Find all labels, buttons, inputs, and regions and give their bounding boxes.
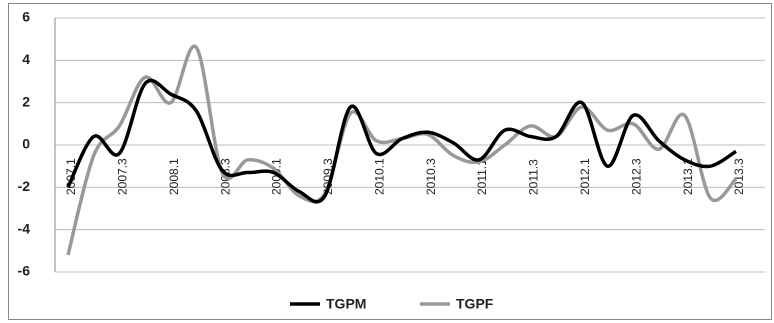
- x-tick-label: 2012.3: [629, 158, 643, 195]
- legend-label: TGPF: [456, 296, 494, 312]
- x-tick-label: 2010.1: [372, 158, 386, 195]
- series-line: [66, 78, 737, 204]
- y-tick-label: -2: [18, 178, 31, 194]
- x-tick-label: 2011.3: [527, 159, 541, 195]
- x-tick-label: 2009.3: [321, 158, 335, 195]
- chart-border: [8, 3, 772, 320]
- y-tick-label: -4: [18, 220, 31, 236]
- x-tick-label: 2011.1: [475, 159, 489, 195]
- x-tick-label: 2013.3: [732, 158, 746, 195]
- legend-label: TGPM: [326, 296, 366, 312]
- x-tick-label: 2010.3: [424, 158, 438, 195]
- y-tick-label: 4: [22, 51, 30, 67]
- x-tick-label: 2008.1: [167, 158, 181, 195]
- x-tick-label: 2012.1: [578, 158, 592, 195]
- x-tick-label: 2013.1: [681, 158, 695, 195]
- series-line: [66, 44, 738, 256]
- x-tick-label: 2007.3: [116, 158, 130, 195]
- y-tick-label: -6: [18, 263, 31, 279]
- y-tick-label: 6: [22, 9, 30, 25]
- y-tick-label: 0: [22, 136, 30, 152]
- y-tick-label: 2: [22, 93, 30, 109]
